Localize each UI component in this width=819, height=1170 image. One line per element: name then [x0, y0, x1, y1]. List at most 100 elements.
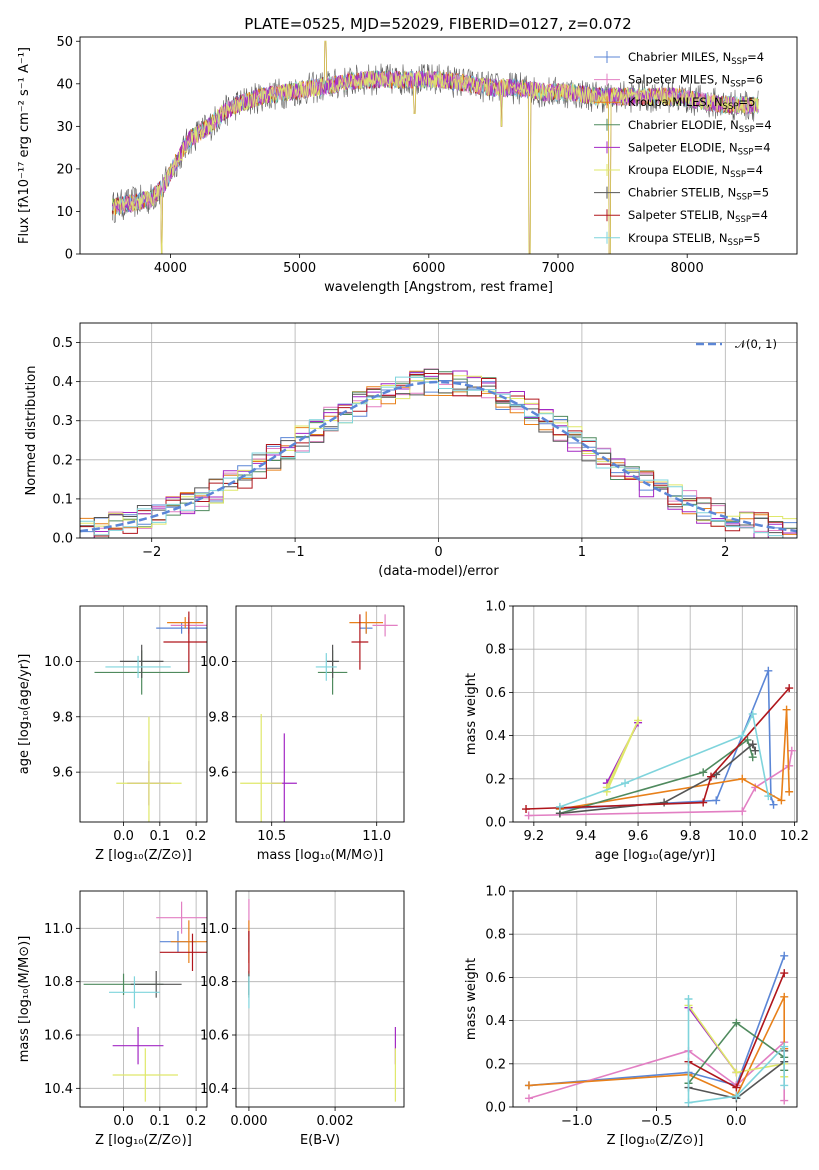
weight-marker [699, 798, 708, 807]
weight-marker [743, 735, 752, 744]
weight-marker [712, 796, 721, 805]
plot-area [94, 611, 207, 822]
y-tick-label: 10.6 [200, 1029, 229, 1044]
y-tick-label: 0.8 [485, 643, 506, 658]
weight-series-line [559, 670, 775, 810]
weight-marker [524, 811, 533, 820]
y-tick-label: 10.4 [200, 1082, 229, 1097]
y-tick-label: 0.4 [52, 375, 73, 390]
y-axis-label: mass weight [464, 958, 479, 1040]
legend-label: Salpeter STELIB, NSSP=4 [628, 208, 768, 225]
weight-marker [684, 1098, 693, 1107]
weight-marker [699, 768, 708, 777]
plot-area [240, 611, 398, 822]
axes-frame [235, 890, 405, 1108]
y-tick-label: 10.0 [200, 655, 229, 670]
y-tick-label: 1.0 [485, 600, 506, 615]
x-tick-label: −1.0 [561, 1114, 593, 1129]
axes-weight_vs_age: 9.2 9.4 9.6 9.8 10.0 10.2 0.0 0.2 0.4 0.6 0.8 1.0 ag… [464, 600, 809, 864]
x-axis-label: Z [log₁₀(Z/Z⊙)] [95, 1133, 192, 1148]
weight-marker [748, 740, 757, 749]
y-tick-label: 30 [56, 120, 73, 135]
weight-series-line [559, 711, 770, 808]
x-tick-label: 9.6 [628, 829, 649, 844]
y-tick-label: 9.6 [52, 766, 73, 781]
weight-marker [748, 710, 757, 718]
x-tick-label: −2 [142, 545, 161, 560]
y-tick-label: 0.2 [485, 772, 506, 787]
y-tick-label: 0.0 [52, 532, 73, 547]
x-tick-label: 0 [434, 545, 442, 560]
y-tick-label: 0.6 [485, 686, 506, 701]
axes-mass_vs_Z: 0.0 0.1 0.2 10.4 10.6 10.8 11.0 Z [log₁₀(Z/Z⊙)]… [17, 890, 208, 1148]
x-axis-label: age [log₁₀(age/yr)] [595, 848, 716, 863]
x-axis-label: Z [log₁₀(Z/Z⊙)] [607, 1133, 704, 1148]
x-tick-label: 10.5 [257, 829, 286, 844]
y-tick-label: 0.8 [485, 928, 506, 943]
y-tick-label: 9.6 [208, 766, 229, 781]
plot-area [248, 899, 396, 1102]
y-tick-label: 0 [65, 248, 73, 263]
plot-area [524, 951, 789, 1107]
x-tick-label: 8000 [671, 261, 704, 276]
x-tick-label: 6000 [412, 261, 445, 276]
weight-marker [780, 1081, 789, 1090]
weight-series-line [606, 720, 639, 793]
y-axis-label: mass [log₁₀(M/M⊙)] [17, 936, 32, 1063]
legend-label: Salpeter ELODIE, NSSP=4 [628, 140, 771, 157]
x-tick-label: 10.2 [780, 829, 809, 844]
axes-frame [79, 36, 798, 255]
x-tick-label: 0.0 [113, 1114, 134, 1129]
weight-marker [684, 995, 693, 1003]
legend-label: Chabrier STELIB, NSSP=5 [628, 186, 769, 203]
y-tick-label: 0.6 [485, 971, 506, 986]
x-tick-label: 5000 [283, 261, 316, 276]
y-axis-label: Normed distribution [24, 366, 39, 496]
axes-age_vs_mass: 10.5 11.0 9.6 9.8 10.0 mass [log₁₀(M/M⊙)] [200, 605, 405, 863]
x-tick-label: 2 [721, 545, 729, 560]
x-tick-label: −0.5 [641, 1114, 673, 1129]
y-axis-label: age [log₁₀(age/yr)] [17, 654, 32, 775]
weight-marker [769, 800, 778, 809]
y-tick-label: 10.8 [44, 975, 73, 990]
weight-marker [751, 746, 760, 755]
legend-label: Kroupa STELIB, NSSP=5 [628, 231, 760, 248]
axes-frame [235, 605, 405, 823]
x-tick-label: 0.1 [149, 1114, 170, 1129]
y-tick-label: 9.8 [52, 710, 73, 725]
histogram-series [80, 373, 797, 538]
y-tick-label: 1.0 [485, 885, 506, 900]
x-tick-label: 4000 [154, 261, 187, 276]
weight-marker [524, 1081, 533, 1090]
y-tick-label: 0.4 [485, 729, 506, 744]
x-axis-label: E(B-V) [300, 1133, 340, 1148]
legend-label: Chabrier ELODIE, NSSP=4 [628, 118, 772, 135]
y-tick-label: 0.3 [52, 414, 73, 429]
weight-marker [777, 796, 786, 805]
weight-series-line [525, 687, 790, 810]
weight-series-line [528, 955, 785, 1087]
weight-marker [660, 798, 669, 807]
weight-marker [780, 1096, 789, 1105]
histogram-series [80, 376, 797, 538]
weight-marker [782, 705, 791, 714]
y-tick-label: 10 [56, 205, 73, 220]
y-tick-label: 11.0 [200, 922, 229, 937]
x-tick-label: 11.0 [362, 829, 391, 844]
axes-frame [512, 890, 798, 1108]
y-tick-label: 10.4 [44, 1082, 73, 1097]
x-tick-label: 0.1 [149, 829, 170, 844]
y-tick-label: 40 [56, 77, 73, 92]
x-tick-label: 9.2 [524, 829, 545, 844]
axes-frame [512, 605, 798, 823]
y-tick-label: 11.0 [44, 922, 73, 937]
x-tick-label: 0.0 [113, 829, 134, 844]
x-tick-label: 0.002 [316, 1114, 353, 1129]
legend-label: Salpeter MILES, NSSP=6 [628, 73, 763, 90]
weight-marker [621, 779, 630, 788]
y-tick-label: 9.8 [208, 710, 229, 725]
axes-weight_vs_Z: −1.0 −0.5 0.0 0.0 0.2 0.4 0.6 0.8 1.0 Z [log₁₀(Z/… [464, 885, 798, 1148]
y-tick-label: 10.6 [44, 1029, 73, 1044]
y-tick-label: 0.0 [485, 1101, 506, 1116]
normal-curve [80, 380, 797, 533]
